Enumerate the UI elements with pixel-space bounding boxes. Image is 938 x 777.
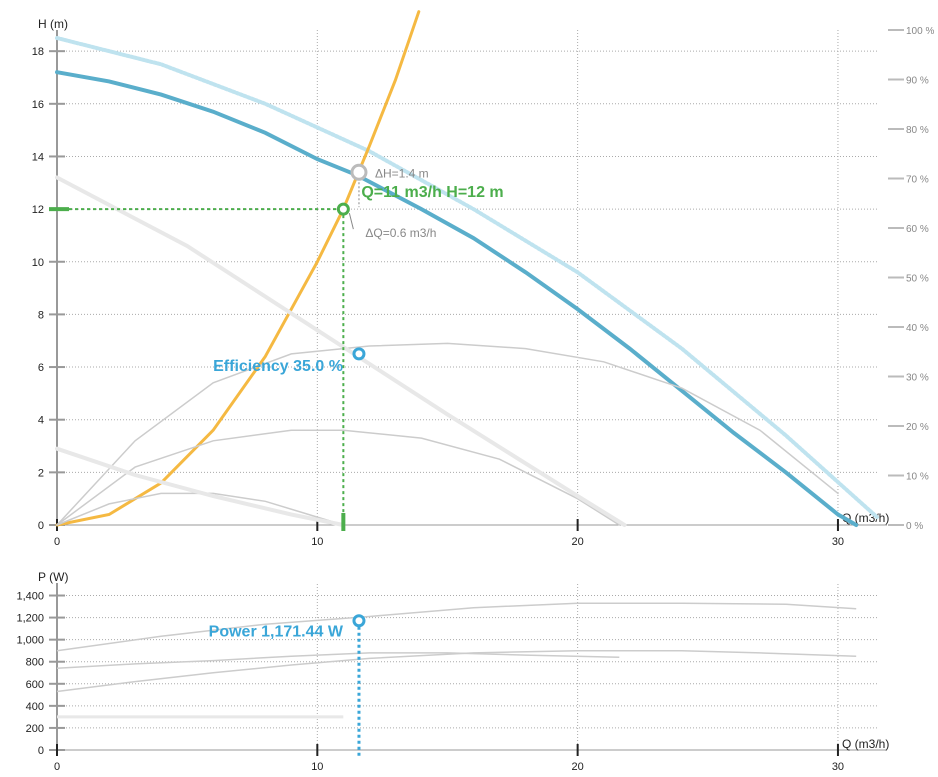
right-axis-label: 10 % — [906, 472, 929, 483]
right-axis-label: 60 % — [906, 224, 929, 235]
y-tick-label: 16 — [32, 99, 44, 111]
y-tick-label: 1,200 — [16, 613, 44, 625]
efficiency-label: Efficiency 35.0 % — [213, 358, 343, 375]
efficiency-marker — [352, 347, 366, 361]
operating-point-marker — [336, 202, 350, 216]
y-tick-label: 12 — [32, 204, 44, 216]
efficiency-curve-line — [56, 492, 345, 526]
power-point-marker — [352, 614, 366, 628]
efficiency-curve-line — [56, 429, 621, 526]
operating-point-label: Q=11 m3/h H=12 m — [361, 184, 503, 201]
x-tick-label: 10 — [311, 761, 323, 772]
x-tick-label: 0 — [54, 761, 60, 772]
y-tick-label: 0 — [38, 745, 44, 757]
power-curve-line — [56, 652, 620, 670]
right-axis-label: 30 % — [906, 373, 929, 384]
power-chart-group: 0 200 400 600 800 1,000 1,200 1,400 0 10 20 30 P (W)… — [16, 570, 889, 773]
y-tick-label: 400 — [26, 701, 44, 713]
y-axis-title: P (W) — [38, 570, 68, 584]
x-tick-label: 20 — [572, 536, 584, 548]
light-curve-line — [55, 175, 627, 527]
y-tick-label: 14 — [32, 151, 44, 163]
right-axis-label: 100 % — [906, 26, 934, 37]
y-tick-label: 1,000 — [16, 635, 44, 647]
y-tick-label: 18 — [32, 46, 44, 58]
delta-h-label: ΔH=1.4 m — [375, 166, 429, 180]
y-axis-title: H (m) — [38, 17, 68, 31]
power-label: Power 1,171.44 W — [209, 624, 344, 641]
y-tick-label: 1,400 — [16, 591, 44, 603]
y-tick-label: 800 — [26, 657, 44, 669]
x-tick-label: 0 — [54, 536, 60, 548]
right-axis-label: 80 % — [906, 125, 929, 136]
power-curve-line — [56, 602, 857, 652]
y-tick-label: 200 — [26, 723, 44, 735]
pump-curve-max-line — [55, 36, 879, 520]
x-tick-label: 10 — [311, 536, 323, 548]
right-axis-label: 0 % — [906, 521, 923, 532]
power-curve-line — [56, 649, 857, 693]
y-tick-label: 6 — [38, 362, 44, 374]
right-axis-label: 20 % — [906, 422, 929, 433]
y-tick-label: 600 — [26, 679, 44, 691]
right-axis-label: 40 % — [906, 323, 929, 334]
y-tick-label: 10 — [32, 257, 44, 269]
y-tick-label: 8 — [38, 309, 44, 321]
right-axis-label: 50 % — [906, 274, 929, 285]
x-tick-label: 20 — [572, 761, 584, 772]
delta-q-guide — [348, 212, 354, 230]
right-axis-label: 90 % — [906, 76, 929, 87]
x-tick-label: 30 — [832, 761, 844, 772]
y-tick-label: 0 — [38, 520, 44, 532]
light-curve-line — [55, 446, 346, 527]
y-tick-label: 4 — [38, 415, 44, 427]
delta-q-label: ΔQ=0.6 m3/h — [365, 226, 436, 240]
pump-curve-line — [55, 70, 859, 527]
intersection-marker — [350, 163, 368, 181]
x-axis-title: Q (m3/h) — [842, 737, 889, 751]
right-axis-label: 70 % — [906, 175, 929, 186]
system-curve-line — [55, 10, 421, 527]
efficiency-curve-line — [56, 342, 839, 526]
x-tick-label: 30 — [832, 536, 844, 548]
y-tick-label: 2 — [38, 467, 44, 479]
